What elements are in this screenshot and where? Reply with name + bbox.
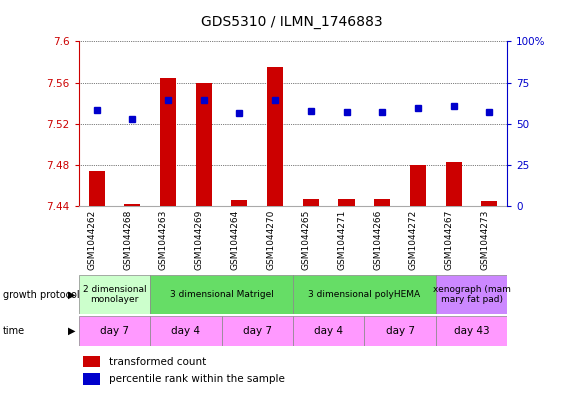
Bar xyxy=(231,200,247,206)
Text: GSM1044265: GSM1044265 xyxy=(302,209,311,270)
Bar xyxy=(339,199,354,206)
Bar xyxy=(150,275,293,314)
Text: GSM1044269: GSM1044269 xyxy=(195,209,203,270)
Bar xyxy=(222,316,293,346)
Text: GSM1044271: GSM1044271 xyxy=(338,209,346,270)
Bar xyxy=(160,78,176,206)
Bar xyxy=(482,201,497,206)
Text: GSM1044268: GSM1044268 xyxy=(123,209,132,270)
Text: day 4: day 4 xyxy=(314,326,343,336)
Text: GSM1044272: GSM1044272 xyxy=(409,209,418,270)
Text: time: time xyxy=(3,326,25,336)
Text: day 7: day 7 xyxy=(100,326,129,336)
Text: day 7: day 7 xyxy=(385,326,415,336)
Text: day 43: day 43 xyxy=(454,326,489,336)
Bar xyxy=(436,316,507,346)
Bar xyxy=(364,316,436,346)
Text: day 7: day 7 xyxy=(243,326,272,336)
Bar xyxy=(267,67,283,206)
Bar xyxy=(303,199,319,206)
Bar xyxy=(293,316,364,346)
Text: GSM1044267: GSM1044267 xyxy=(445,209,454,270)
Bar xyxy=(79,275,150,314)
Text: 3 dimensional polyHEMA: 3 dimensional polyHEMA xyxy=(308,290,420,299)
Text: GSM1044263: GSM1044263 xyxy=(159,209,168,270)
Bar xyxy=(196,83,212,206)
Text: GSM1044273: GSM1044273 xyxy=(480,209,489,270)
Bar xyxy=(150,316,222,346)
Bar xyxy=(445,162,462,206)
Bar xyxy=(293,275,436,314)
Bar xyxy=(374,199,390,206)
Text: xenograph (mam
mary fat pad): xenograph (mam mary fat pad) xyxy=(433,285,511,305)
Text: GSM1044266: GSM1044266 xyxy=(373,209,382,270)
Bar xyxy=(83,373,100,385)
Bar xyxy=(436,275,507,314)
Text: growth protocol: growth protocol xyxy=(3,290,79,300)
Text: 2 dimensional
monolayer: 2 dimensional monolayer xyxy=(83,285,146,305)
Text: GSM1044264: GSM1044264 xyxy=(230,209,240,270)
Bar xyxy=(410,165,426,206)
Bar xyxy=(89,171,104,206)
Text: GSM1044270: GSM1044270 xyxy=(266,209,275,270)
Text: percentile rank within the sample: percentile rank within the sample xyxy=(108,374,285,384)
Text: day 4: day 4 xyxy=(171,326,201,336)
Text: GSM1044262: GSM1044262 xyxy=(87,209,97,270)
Text: GDS5310 / ILMN_1746883: GDS5310 / ILMN_1746883 xyxy=(201,15,382,29)
Bar xyxy=(79,316,150,346)
Text: transformed count: transformed count xyxy=(108,356,206,367)
Text: ▶: ▶ xyxy=(68,326,76,336)
Text: 3 dimensional Matrigel: 3 dimensional Matrigel xyxy=(170,290,273,299)
Bar xyxy=(124,204,141,206)
Bar xyxy=(83,356,100,367)
Text: ▶: ▶ xyxy=(68,290,76,300)
